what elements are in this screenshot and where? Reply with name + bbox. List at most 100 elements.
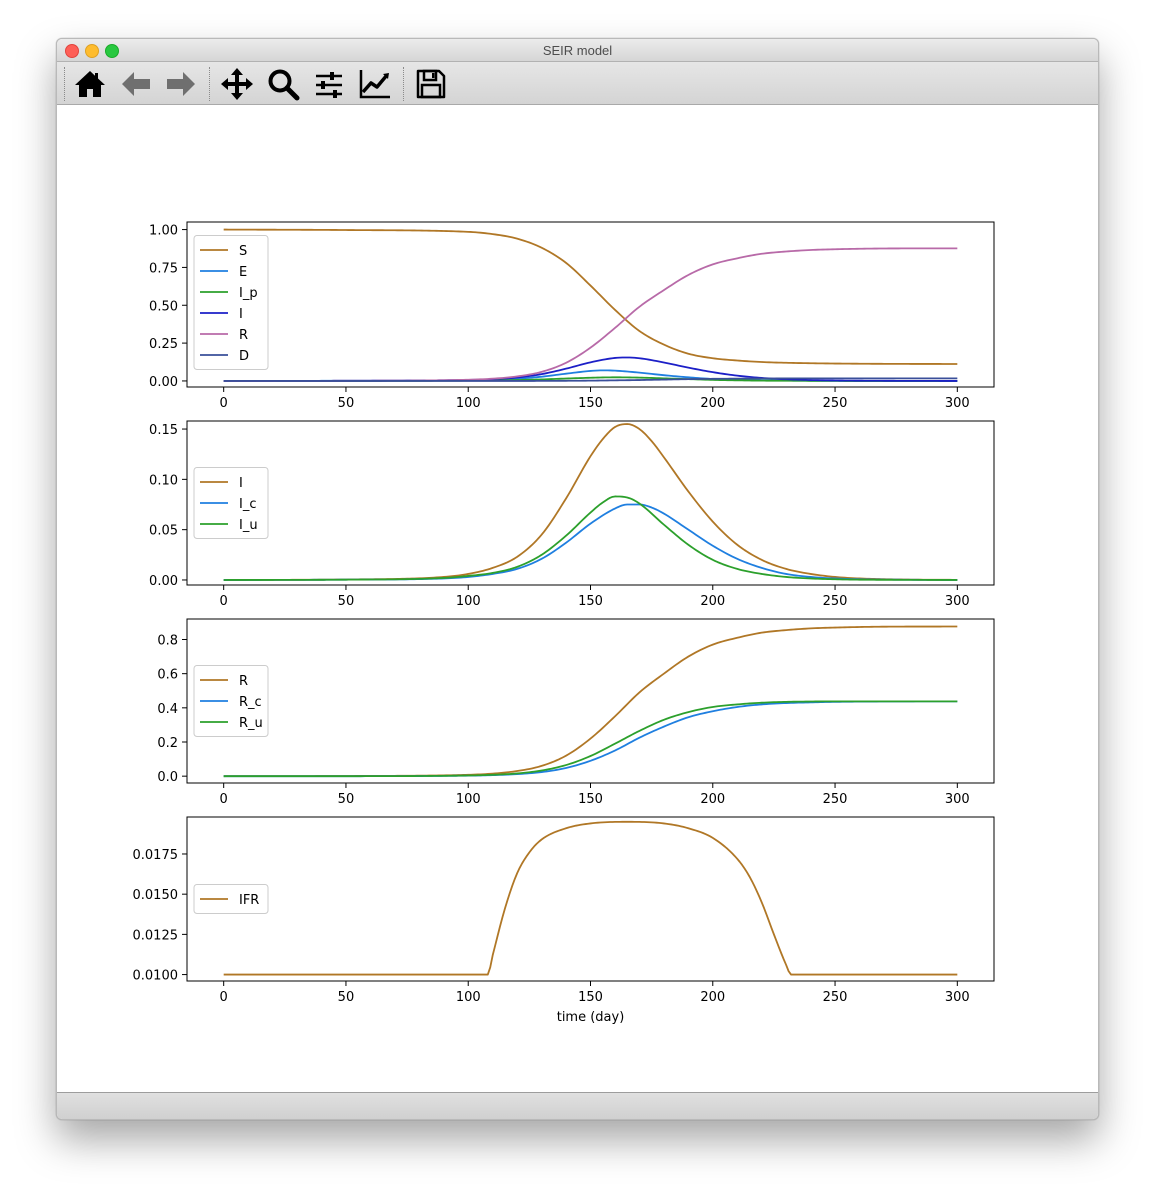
y-tick-label: 0.4 — [157, 702, 178, 717]
series-line-i-c — [223, 503, 958, 581]
x-axis-label: time (day) — [557, 1010, 625, 1025]
x-tick-label: 50 — [338, 792, 355, 807]
edit-axes-button[interactable] — [357, 66, 393, 102]
arrow-left-icon — [122, 72, 150, 96]
series-line-e — [223, 369, 958, 382]
legend-box — [193, 235, 269, 370]
legend-label: D — [239, 349, 249, 364]
legend-box — [193, 467, 269, 539]
x-tick-label: 0 — [220, 594, 228, 609]
x-tick-label: 250 — [823, 594, 848, 609]
legend: I I_c I_u — [193, 467, 269, 539]
app-window: SEIR model — [56, 38, 1099, 1120]
y-tick-label: 0.0175 — [133, 848, 179, 863]
x-tick-label: 250 — [823, 396, 848, 411]
series-line-d — [223, 377, 958, 382]
zoom-button[interactable] — [265, 66, 301, 102]
x-tick-label: 0 — [220, 990, 228, 1005]
y-tick-label: 1.00 — [149, 224, 178, 239]
legend-label: R_u — [239, 716, 263, 731]
y-tick-label: 0.50 — [149, 299, 178, 314]
x-tick-label: 150 — [578, 594, 603, 609]
y-tick-label: 0.15 — [149, 423, 178, 438]
subplot-4: 0 50 100 150 200 250 300 0.0100 0.0125 0.0150 0.01… — [133, 816, 995, 1025]
navigation-toolbar — [57, 62, 1098, 105]
legend-label: I_p — [239, 286, 258, 301]
back-button[interactable] — [118, 66, 154, 102]
close-window-button[interactable] — [65, 44, 79, 58]
legend-label: R_c — [239, 695, 262, 710]
toolbar-separator — [403, 67, 404, 101]
legend-label: R — [239, 674, 248, 689]
window-title: SEIR model — [542, 43, 613, 58]
legend-label: R — [239, 328, 248, 343]
y-tick-label: 0.00 — [149, 574, 178, 589]
x-tick-label: 250 — [823, 990, 848, 1005]
axes-frame — [186, 420, 995, 586]
floppy-disk-icon — [416, 69, 446, 99]
x-tick-label: 300 — [945, 396, 970, 411]
x-tick-label: 0 — [220, 396, 228, 411]
move-icon — [221, 68, 253, 100]
x-tick-label: 100 — [456, 990, 481, 1005]
sliders-icon — [316, 72, 342, 98]
toolbar-grip — [64, 67, 65, 101]
x-tick-label: 200 — [700, 990, 725, 1005]
y-tick-label: 0.25 — [149, 337, 178, 352]
minimize-window-button[interactable] — [85, 44, 99, 58]
y-tick-label: 0.6 — [157, 668, 178, 683]
y-tick-label: 0.0100 — [133, 969, 179, 984]
magnifier-icon — [268, 69, 300, 101]
y-tick-label: 0.8 — [157, 634, 178, 649]
y-tick-label: 0.10 — [149, 473, 178, 488]
y-tick-label: 0.00 — [149, 375, 178, 390]
y-tick-label: 0.0 — [157, 770, 178, 785]
legend: IFR — [193, 884, 269, 914]
legend: SE I_p IRD — [193, 235, 269, 370]
home-icon — [75, 71, 105, 97]
legend-box — [193, 665, 269, 737]
subplots-button[interactable] — [311, 66, 347, 102]
save-button[interactable] — [413, 66, 449, 102]
axes-frame — [186, 816, 995, 982]
zoom-window-button[interactable] — [105, 44, 119, 58]
x-tick-label: 0 — [220, 792, 228, 807]
arrow-right-icon — [167, 72, 195, 96]
x-tick-label: 50 — [338, 594, 355, 609]
figure-canvas[interactable]: 0 50 100 150 200 250 300 0.00 0.25 0.50 0.75 1.00 S E… — [57, 105, 1098, 1091]
toolbar-separator — [209, 67, 210, 101]
x-tick-label: 100 — [456, 396, 481, 411]
y-tick-label: 0.75 — [149, 261, 178, 276]
status-bar — [57, 1092, 1098, 1119]
legend: R R_c R_u — [193, 665, 269, 737]
series-line-s — [223, 228, 958, 365]
y-tick-label: 0.05 — [149, 524, 178, 539]
forward-button[interactable] — [163, 66, 199, 102]
title-bar: SEIR model — [57, 39, 1098, 62]
x-tick-label: 300 — [945, 792, 970, 807]
x-tick-label: 150 — [578, 396, 603, 411]
home-button[interactable] — [72, 66, 108, 102]
legend-label: E — [239, 265, 247, 280]
series-line-ifr — [223, 820, 958, 976]
x-tick-label: 100 — [456, 792, 481, 807]
legend-label: IFR — [239, 893, 259, 908]
subplot-2: 0 50 100 150 200 250 300 0.00 0.05 0.10 0.15 I I_c I_… — [149, 420, 995, 609]
x-tick-label: 150 — [578, 792, 603, 807]
legend-label: I_c — [239, 497, 256, 512]
x-tick-label: 300 — [945, 594, 970, 609]
legend-label: I — [239, 307, 243, 322]
x-tick-label: 200 — [700, 594, 725, 609]
pan-button[interactable] — [219, 66, 255, 102]
y-tick-label: 0.0125 — [133, 928, 179, 943]
legend-label: I_u — [239, 518, 258, 533]
series-line-i-u — [223, 495, 958, 581]
legend-label: S — [239, 244, 247, 259]
line-chart-icon — [359, 70, 390, 99]
x-tick-label: 50 — [338, 990, 355, 1005]
subplot-1: 0 50 100 150 200 250 300 0.00 0.25 0.50 0.75 1.00 SE… — [149, 221, 995, 411]
x-tick-label: 50 — [338, 396, 355, 411]
y-tick-label: 0.0150 — [133, 888, 179, 903]
series-line-r — [223, 247, 958, 382]
x-tick-label: 200 — [700, 396, 725, 411]
